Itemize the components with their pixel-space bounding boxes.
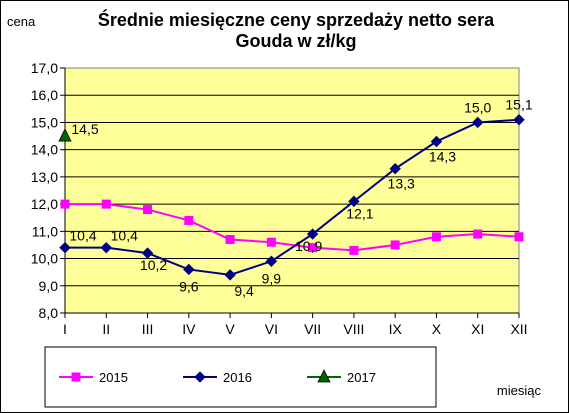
x-tick-label: VII [304,321,321,337]
data-point-2015 [225,235,235,244]
data-point-2016 [141,247,154,259]
data-label-2016: 15,0 [464,99,491,115]
y-tick-label: 14,0 [31,142,58,158]
data-point-2015 [143,205,153,215]
chart-title-line-2: Gouda w zł/kg [235,31,356,51]
data-point-2015 [266,237,276,247]
series-line-2016 [65,118,520,276]
data-point-2016 [183,263,195,276]
legend-label-2015: 2015 [99,370,128,385]
data-point-2016 [59,241,71,254]
data-label-2016: 9,9 [262,270,282,286]
data-point-2016 [430,135,443,148]
data-point-2016 [348,195,360,208]
x-tick-label: VI [265,321,278,337]
data-label-2016: 9,6 [179,278,199,294]
data-point-2016 [265,255,278,267]
data-point-2015 [473,229,483,239]
y-tick-label: 8,0 [39,305,59,321]
data-label-2016: 13,3 [388,176,415,192]
x-tick-label: X [432,321,442,337]
data-label-2016: 10,9 [295,238,322,254]
legend-label-2016: 2016 [223,370,252,385]
y-tick-label: 10,0 [31,251,58,267]
legend-box [44,346,437,408]
data-point-2015 [60,199,70,209]
x-axis-title: miesiąc [497,383,542,398]
legend-marker-2017 [317,369,331,383]
x-tick-label: IX [389,321,403,337]
data-point-2015 [308,243,318,253]
data-label-2016: 10,2 [140,257,167,273]
y-tick-label: 16,0 [31,87,58,103]
plot-area [64,67,520,314]
data-label-2016: 10,4 [69,228,96,244]
y-tick-label: 13,0 [31,169,58,185]
y-tick-label: 9,0 [39,278,59,294]
x-tick-label: I [63,321,67,337]
data-point-2015 [349,245,359,255]
chart-title-line-1: Średnie miesięczne ceny sprzedaży netto … [98,9,495,30]
data-label-2016: 10,4 [111,228,138,244]
data-label-2016: 9,4 [234,283,254,299]
data-point-2015 [514,232,524,242]
data-label-2016: 14,3 [429,149,456,165]
data-label-2016: 15,1 [505,97,532,113]
legend-marker-2015 [71,372,81,382]
x-tick-label: II [102,321,110,337]
data-point-2016 [224,269,236,281]
data-point-2016 [389,163,401,175]
data-point-2015 [101,199,111,209]
data-label-2017: 14,5 [71,121,98,137]
y-axis-title: cena [7,14,36,29]
data-label-2016: 12,1 [346,205,373,221]
x-tick-label: III [142,321,154,337]
x-tick-label: XI [471,321,484,337]
y-tick-label: 12,0 [31,196,58,212]
data-point-2016 [472,116,484,129]
legend-marker-2016 [194,371,206,383]
x-tick-label: VIII [343,321,364,337]
y-tick-label: 11,0 [32,223,58,239]
data-point-2015 [431,232,441,242]
x-tick-label: IV [182,321,196,337]
x-tick-label: XII [510,321,527,337]
x-tick-label: V [225,321,235,337]
series-line-2015 [65,203,520,252]
legend-label-2017: 2017 [347,370,376,385]
data-point-2016 [513,114,525,126]
data-point-2017 [58,128,72,142]
data-point-2015 [390,240,400,250]
data-point-2016 [100,241,112,254]
y-tick-label: 17,0 [31,60,58,76]
data-point-2016 [306,228,319,240]
y-tick-label: 15,0 [31,114,58,130]
data-point-2015 [184,215,194,225]
